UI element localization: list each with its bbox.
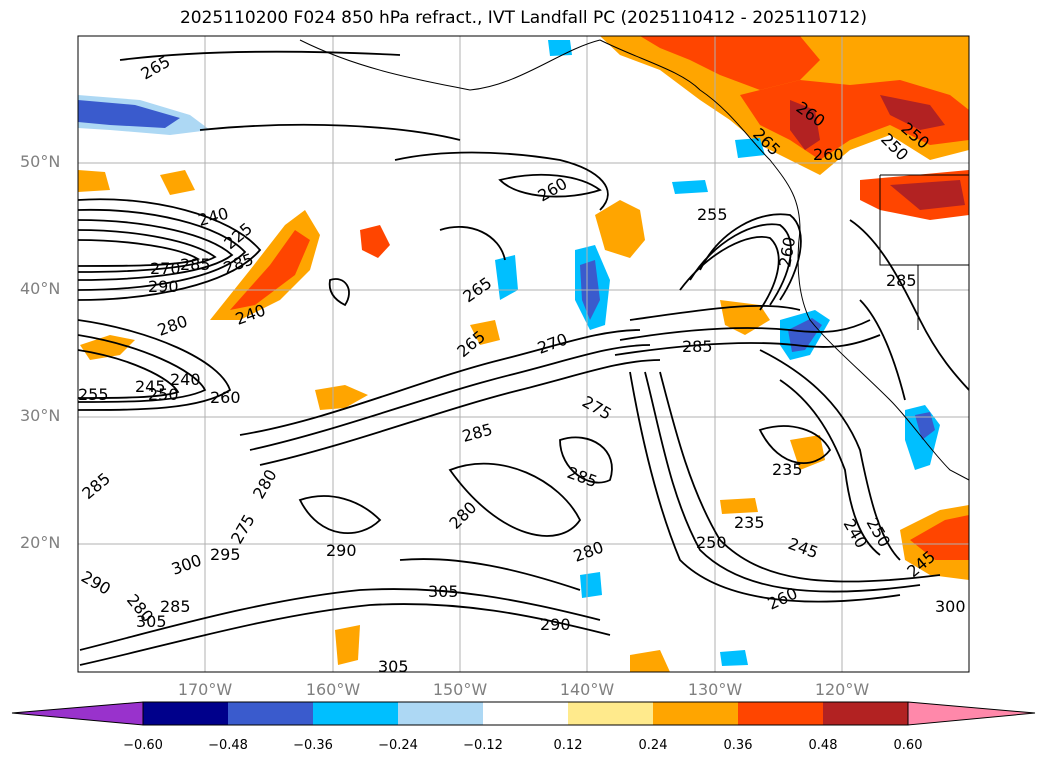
contour-label: 255 — [697, 205, 728, 224]
contour-label: 235 — [772, 460, 803, 479]
colorbar-tick-label: 0.48 — [808, 738, 838, 753]
colorbar-tick-label: 0.36 — [723, 738, 753, 753]
colorbar-segment — [483, 702, 568, 725]
shade-region — [740, 80, 969, 160]
shade-region — [335, 625, 360, 665]
colorbar-tick-label: −0.60 — [123, 738, 163, 753]
lon-label: 140°W — [559, 680, 615, 699]
lat-label: 40°N — [20, 279, 61, 298]
shade-region — [360, 225, 390, 258]
contour-label: 285 — [886, 271, 917, 290]
coastline — [299, 39, 969, 481]
contour-label: 260 — [813, 145, 844, 164]
shade-region — [595, 200, 645, 258]
contour-label: 300 — [935, 597, 966, 616]
shade-region — [630, 650, 670, 672]
contour-label: 290 — [540, 615, 571, 634]
contour-label: 285 — [160, 597, 191, 616]
contour-label: 250 — [148, 385, 179, 404]
contour-label: 270 — [150, 259, 181, 278]
contour-label: 250 — [696, 533, 727, 552]
lon-label: 150°W — [432, 680, 488, 699]
shade-region — [672, 180, 708, 194]
contour-label: 285 — [682, 337, 713, 356]
colorbar-segment — [228, 702, 313, 725]
shade-region — [580, 572, 602, 598]
shade-region — [78, 100, 180, 128]
colorbar-segment — [143, 702, 228, 725]
shade-region — [80, 335, 135, 360]
colorbar-segment — [823, 702, 908, 725]
contour-label: 285 — [180, 255, 211, 274]
colorbar-tick-label: −0.48 — [208, 738, 248, 753]
contour-label: 260 — [210, 388, 241, 407]
contour-label: 235 — [734, 513, 765, 532]
colorbar — [11, 701, 1036, 726]
shade-region — [890, 180, 965, 210]
shade-region — [78, 170, 110, 192]
lon-label: 120°W — [814, 680, 870, 699]
shade-region — [735, 138, 765, 158]
colorbar-segment — [398, 702, 483, 725]
lon-label: 160°W — [305, 680, 361, 699]
shade-region — [788, 318, 822, 352]
lat-label: 50°N — [20, 152, 61, 171]
shade-region — [470, 320, 500, 345]
chart-title: 2025110200 F024 850 hPa refract., IVT La… — [179, 8, 867, 28]
contour-label: 240 — [170, 370, 201, 389]
shade-region — [910, 515, 969, 560]
contour-label: 305 — [378, 657, 409, 676]
lat-label: 20°N — [20, 533, 61, 552]
lon-label: 130°W — [687, 680, 743, 699]
colorbar-segment — [568, 702, 653, 725]
colorbar-segment — [738, 702, 823, 725]
colorbar-tick-label: −0.12 — [463, 738, 503, 753]
shade-region — [640, 36, 820, 90]
shade-region — [548, 40, 572, 56]
lon-label: 170°W — [177, 680, 233, 699]
colorbar-tick-label: −0.36 — [293, 738, 333, 753]
contour-label: 245 — [135, 377, 166, 396]
contour-label: 305 — [136, 612, 167, 631]
shade-region — [915, 412, 935, 440]
shade-region — [495, 255, 518, 300]
colorbar-tick-label: 0.60 — [893, 738, 923, 753]
contour-label: 295 — [210, 545, 241, 564]
shade-region — [720, 650, 748, 666]
contour-label: 290 — [148, 277, 179, 296]
contour-label: 290 — [326, 541, 357, 560]
colorbar-extend-high — [907, 701, 1036, 726]
colorbar-segment — [313, 702, 398, 725]
colorbar-outline — [142, 701, 909, 726]
contour-lines — [78, 50, 969, 666]
colorbar-tick-label: −0.24 — [378, 738, 418, 753]
colorbar-extend-low — [11, 701, 144, 726]
shade-region — [160, 170, 195, 195]
shade-region — [880, 95, 945, 130]
lat-label: 30°N — [20, 406, 61, 425]
colorbar-segment — [653, 702, 738, 725]
contour-label: 255 — [78, 385, 109, 404]
contour-label: 305 — [428, 582, 459, 601]
colorbar-tick-label: 0.12 — [553, 738, 583, 753]
graticule — [78, 36, 969, 672]
shade-region — [315, 385, 368, 410]
shade-region — [790, 100, 820, 150]
map-frame — [77, 35, 970, 673]
shading-layer — [78, 36, 969, 672]
shade-region — [720, 498, 758, 514]
colorbar-tick-label: 0.24 — [638, 738, 668, 753]
shade-region — [720, 300, 770, 335]
